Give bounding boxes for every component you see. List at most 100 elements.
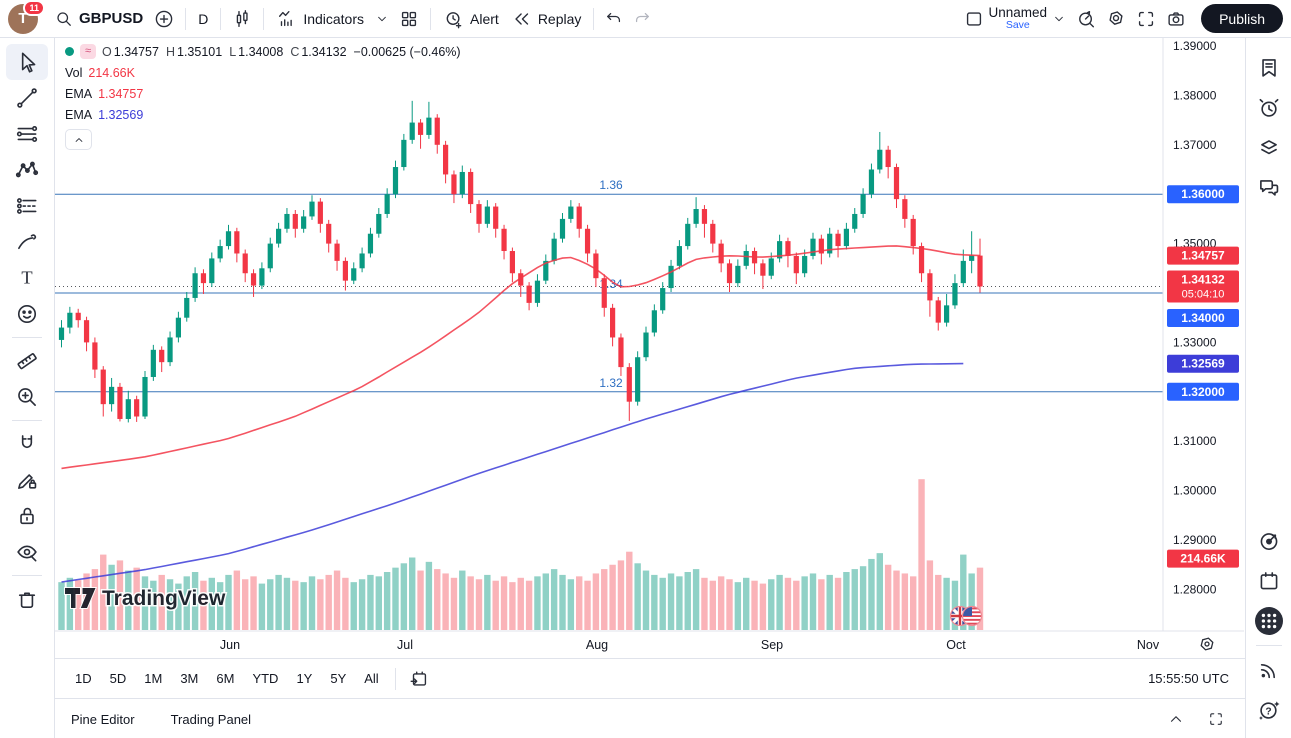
axis-settings-icon[interactable]: [1200, 637, 1214, 651]
pine-editor-tab[interactable]: Pine Editor: [71, 711, 135, 727]
timezone-clock[interactable]: 15:55:50 UTC: [1148, 671, 1229, 686]
settings-button[interactable]: [1101, 4, 1131, 34]
sidebar-chat-button[interactable]: [1251, 168, 1287, 208]
volume-bar: [333, 570, 341, 630]
range-5y-button[interactable]: 5Y: [322, 666, 354, 691]
replay-button[interactable]: Replay: [505, 5, 588, 33]
price-axis-label[interactable]: 1.29000: [1173, 533, 1217, 547]
tool-xabcd-pattern-button[interactable]: [6, 152, 48, 188]
sidebar-object-tree-button[interactable]: [1251, 128, 1287, 168]
snapshot-button[interactable]: [1161, 4, 1191, 34]
price-axis-label[interactable]: 1.30000: [1173, 484, 1217, 498]
tool-magnet-button[interactable]: [6, 426, 48, 462]
sidebar-alerts-button[interactable]: [1251, 88, 1287, 128]
price-axis-label[interactable]: 1.28000: [1173, 582, 1217, 596]
volume-bar: [125, 570, 132, 630]
volume-bar: [383, 572, 391, 630]
candle-body: [250, 273, 257, 286]
candle-body: [910, 218, 916, 247]
tool-cursor-button[interactable]: [6, 44, 48, 80]
candle-body: [200, 273, 207, 284]
tool-draw-lock-button[interactable]: [6, 462, 48, 498]
layout-select-button[interactable]: [959, 4, 989, 34]
price-axis-label[interactable]: 1.33000: [1173, 335, 1217, 349]
ema-line-2[interactable]: [61, 362, 964, 583]
range-1m-button[interactable]: 1M: [136, 666, 170, 691]
ema-line-1[interactable]: [61, 245, 981, 470]
price-axis-label[interactable]: 1.31000: [1173, 434, 1217, 448]
tool-zoom-in-button[interactable]: [6, 379, 48, 415]
tool-lock-button[interactable]: [6, 498, 48, 534]
interval-button[interactable]: D: [192, 8, 214, 30]
range-all-button[interactable]: All: [356, 666, 386, 691]
tool-trash-button[interactable]: [6, 581, 48, 617]
alert-button[interactable]: Alert: [437, 5, 505, 33]
layout-menu-button[interactable]: [1047, 7, 1071, 31]
time-axis-label[interactable]: Sep: [761, 638, 783, 652]
panel-expand-button[interactable]: [1163, 706, 1189, 732]
time-axis-label[interactable]: Jul: [397, 638, 413, 652]
publish-button[interactable]: Publish: [1201, 4, 1283, 33]
candle-body: [109, 386, 115, 405]
tool-trend-line-button[interactable]: [6, 80, 48, 116]
range-1y-button[interactable]: 1Y: [288, 666, 320, 691]
time-axis-label[interactable]: Aug: [586, 638, 608, 652]
volume-bar: [859, 566, 867, 630]
sidebar-ideas-button[interactable]: [1251, 521, 1287, 561]
quick-search-button[interactable]: [1071, 4, 1101, 34]
user-menu-button[interactable]: T 11: [8, 0, 45, 34]
apps-icon: [1254, 607, 1283, 635]
indicator-templates-button[interactable]: [370, 7, 394, 31]
candle-body: [267, 243, 273, 269]
price-axis-label[interactable]: 1.39000: [1173, 39, 1217, 53]
range-ytd-button[interactable]: YTD: [244, 666, 286, 691]
range-1d-button[interactable]: 1D: [67, 666, 100, 691]
trading-panel-tab[interactable]: Trading Panel: [170, 711, 252, 727]
legend-collapse-button[interactable]: [65, 129, 92, 150]
tool-hide-button[interactable]: [6, 534, 48, 570]
sidebar-watchlist-button[interactable]: [1251, 48, 1287, 88]
sidebar-feed-button[interactable]: [1251, 650, 1287, 690]
range-5d-button[interactable]: 5D: [102, 666, 135, 691]
toolbar-divider: [430, 7, 432, 30]
candle-body: [392, 167, 399, 195]
fullscreen-button[interactable]: [1131, 4, 1161, 34]
sidebar-help-button[interactable]: ?: [1251, 690, 1287, 730]
tool-brush-button[interactable]: [6, 224, 48, 260]
panel-maximize-button[interactable]: [1203, 706, 1229, 732]
tool-ruler-button[interactable]: [6, 343, 48, 379]
layout-grid-button[interactable]: [394, 4, 424, 34]
undo-button[interactable]: [600, 5, 628, 33]
tool-horizontal-lines-button[interactable]: [6, 116, 48, 152]
time-axis-label[interactable]: Jun: [220, 638, 240, 652]
range-3m-button[interactable]: 3M: [172, 666, 206, 691]
candle-body: [534, 280, 541, 303]
tool-text-button[interactable]: T: [6, 260, 48, 296]
sidebar-apps-button[interactable]: [1251, 601, 1287, 641]
price-axis-label[interactable]: 1.38000: [1173, 88, 1217, 102]
price-axis-badge-label: 1.32000: [1181, 385, 1225, 399]
save-label[interactable]: Save: [1005, 19, 1030, 32]
go-to-date-button[interactable]: [404, 664, 434, 694]
svg-text:?: ?: [1265, 706, 1271, 717]
volume-bar: [158, 574, 165, 630]
chart-style-button[interactable]: [227, 4, 257, 34]
sidebar-calendar-button[interactable]: [1251, 561, 1287, 601]
compare-add-button[interactable]: [149, 4, 179, 34]
indicators-button[interactable]: Indicators: [270, 5, 370, 33]
redo-button[interactable]: [628, 5, 656, 33]
layout-name-control[interactable]: Unnamed Save: [989, 5, 1048, 32]
candle-body: [710, 223, 716, 244]
candle-body: [401, 139, 407, 168]
time-axis-label[interactable]: Oct: [946, 638, 966, 652]
tool-emoji-button[interactable]: [6, 296, 48, 332]
candle-body: [468, 171, 474, 205]
range-6m-button[interactable]: 6M: [208, 666, 242, 691]
symbol-flags-icon: [949, 605, 983, 627]
time-axis-label[interactable]: Nov: [1137, 638, 1160, 652]
price-axis-label[interactable]: 1.37000: [1173, 138, 1217, 152]
symbol-search-button[interactable]: GBPUSD: [48, 6, 149, 32]
ohlc-key: H: [165, 44, 175, 59]
tool-fib-retracement-button[interactable]: [6, 188, 48, 224]
